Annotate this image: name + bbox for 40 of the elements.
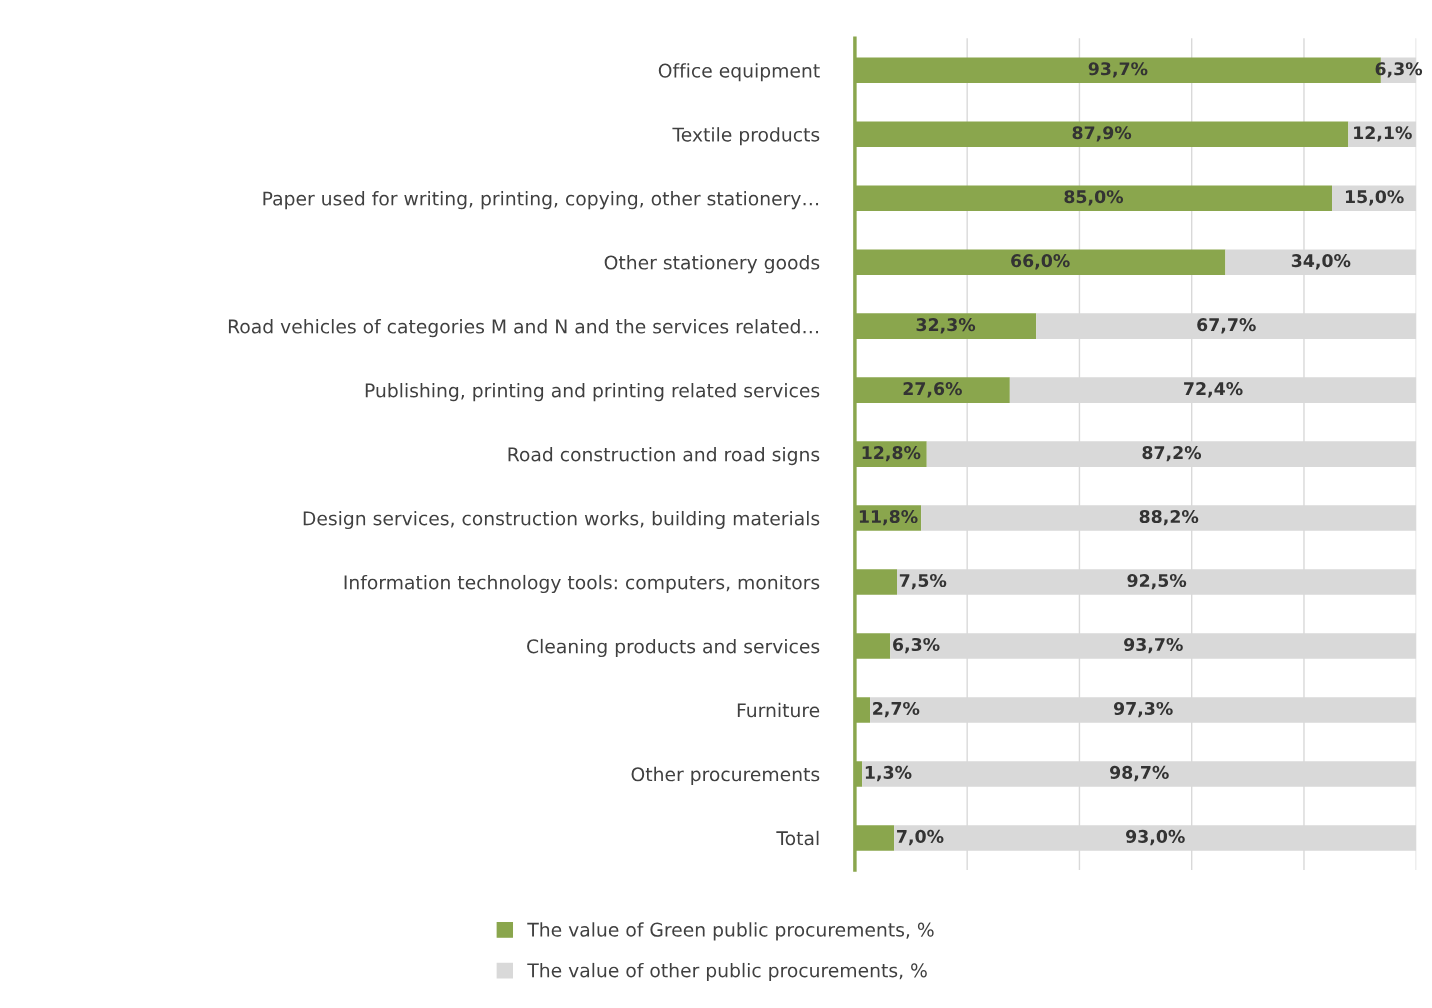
- data-label: 67,7%: [1197, 318, 1256, 334]
- y-tick-label: Office equipment: [658, 63, 820, 82]
- y-tick-label: Publishing, printing and printing related services: [365, 383, 820, 402]
- y-tick-label: Paper used for writing, printing, copying, other stationery…: [263, 191, 819, 210]
- data-label: 27,6%: [903, 382, 962, 398]
- y-tick-label: Cleaning products and services: [527, 638, 820, 658]
- data-label: 2,7%: [873, 701, 920, 718]
- y-tick-label: Textile products: [672, 127, 820, 146]
- y-tick-label: Furniture: [737, 702, 820, 718]
- data-label: 93,0%: [1126, 829, 1185, 846]
- y-tick-label: Information technology tools: computers, monitors: [344, 574, 820, 594]
- y-tick-label: Road vehicles of categories M and N and the services related…: [228, 319, 819, 338]
- y-tick-label: Road construction and road signs: [508, 446, 820, 466]
- data-label: 85,0%: [1064, 190, 1124, 206]
- y-tick-label: Total: [776, 830, 819, 846]
- data-label: 87,2%: [1142, 446, 1202, 462]
- legend-label: The value of other public procurements, %: [527, 962, 927, 982]
- data-label: 6,3%: [893, 637, 940, 654]
- data-label: 88,2%: [1139, 509, 1199, 526]
- data-label: 93,7%: [1124, 637, 1183, 654]
- data-label: 87,9%: [1072, 126, 1132, 142]
- data-label: 12,8%: [862, 446, 921, 462]
- y-tick-label: Other procurements: [631, 766, 820, 785]
- data-label: 66,0%: [1011, 254, 1070, 270]
- data-label: 12,1%: [1354, 126, 1412, 142]
- y-tick-label: Other stationery goods: [604, 255, 820, 274]
- data-label: 97,3%: [1113, 701, 1173, 718]
- data-label: 98,7%: [1110, 765, 1169, 782]
- data-label: 7,0%: [897, 829, 944, 846]
- data-label: 34,0%: [1291, 254, 1351, 270]
- data-label: 15,0%: [1345, 190, 1404, 206]
- data-label: 72,4%: [1184, 382, 1243, 398]
- data-label: 92,5%: [1127, 573, 1187, 590]
- data-label: 32,3%: [916, 318, 976, 334]
- legend-label: The value of Green public procurements, %: [527, 922, 934, 941]
- data-label: 93,7%: [1088, 62, 1148, 78]
- y-tick-label: Design services, construction works, building materials: [303, 510, 820, 530]
- data-label: 11,8%: [859, 509, 918, 526]
- data-label: 1,3%: [865, 765, 912, 782]
- data-label: 7,5%: [899, 573, 947, 590]
